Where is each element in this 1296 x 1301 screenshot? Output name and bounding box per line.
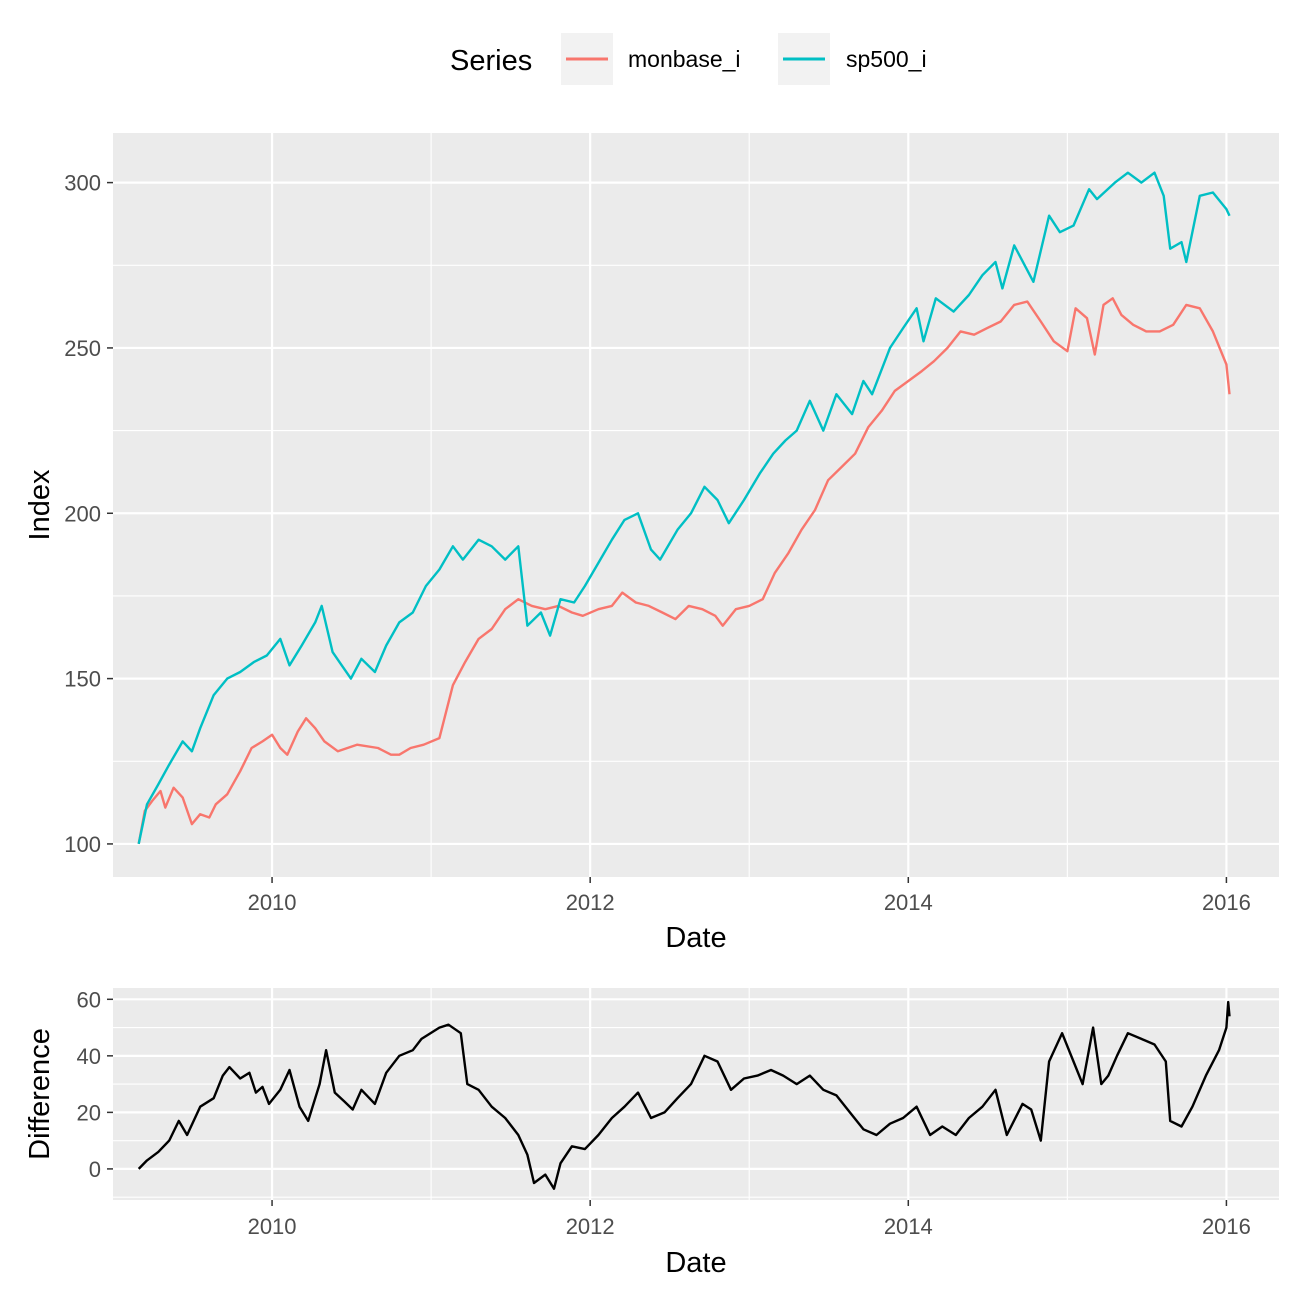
x-tick-label: 2010 — [248, 890, 297, 915]
difference-panel-series — [137, 1000, 1231, 1190]
difference-panel-grid — [113, 988, 1279, 1200]
series-line-difference — [137, 1000, 1231, 1190]
y-tick-label: 150 — [64, 667, 101, 692]
index-panel-series — [137, 171, 1231, 845]
x-tick-label: 2016 — [1202, 890, 1251, 915]
y-tick-label: 20 — [77, 1100, 101, 1125]
y-tick-label: 200 — [64, 501, 101, 526]
index-y-axis-title: Index — [24, 469, 56, 540]
legend-label-monbase: monbase_i — [628, 46, 741, 72]
y-tick-label: 0 — [89, 1157, 101, 1182]
difference-panel: 2010 2012 2014 2016 0 20 40 60 Date Difference — [24, 987, 1279, 1279]
index-x-axis-title: Date — [665, 922, 726, 954]
difference-x-axis-title: Date — [665, 1247, 726, 1279]
y-tick-label: 40 — [77, 1044, 101, 1069]
index-panel: 2010 2012 2014 2016 100 150 200 250 300 Date Ind… — [24, 133, 1279, 954]
difference-y-axis-title: Difference — [24, 1028, 56, 1160]
index-panel-grid — [113, 133, 1279, 877]
series-line-sp500-i — [137, 171, 1231, 845]
x-tick-label: 2014 — [884, 890, 933, 915]
legend-title: Series — [450, 45, 532, 77]
y-tick-label: 300 — [64, 171, 101, 196]
x-tick-label: 2012 — [566, 1214, 615, 1239]
legend-label-sp500: sp500_i — [846, 46, 927, 72]
x-tick-label: 2012 — [566, 890, 615, 915]
index-panel-axes: 2010 2012 2014 2016 100 150 200 250 300 — [64, 171, 1251, 915]
y-tick-label: 60 — [77, 987, 101, 1012]
y-tick-label: 250 — [64, 336, 101, 361]
series-line-monbase-i — [137, 297, 1231, 845]
x-tick-label: 2014 — [884, 1214, 933, 1239]
x-tick-label: 2010 — [248, 1214, 297, 1239]
x-tick-label: 2016 — [1202, 1214, 1251, 1239]
difference-panel-background — [113, 988, 1279, 1200]
legend: Series monbase_i sp500_i — [450, 33, 927, 85]
difference-panel-axes: 2010 2012 2014 2016 0 20 40 60 — [77, 987, 1251, 1239]
y-tick-label: 100 — [64, 832, 101, 857]
